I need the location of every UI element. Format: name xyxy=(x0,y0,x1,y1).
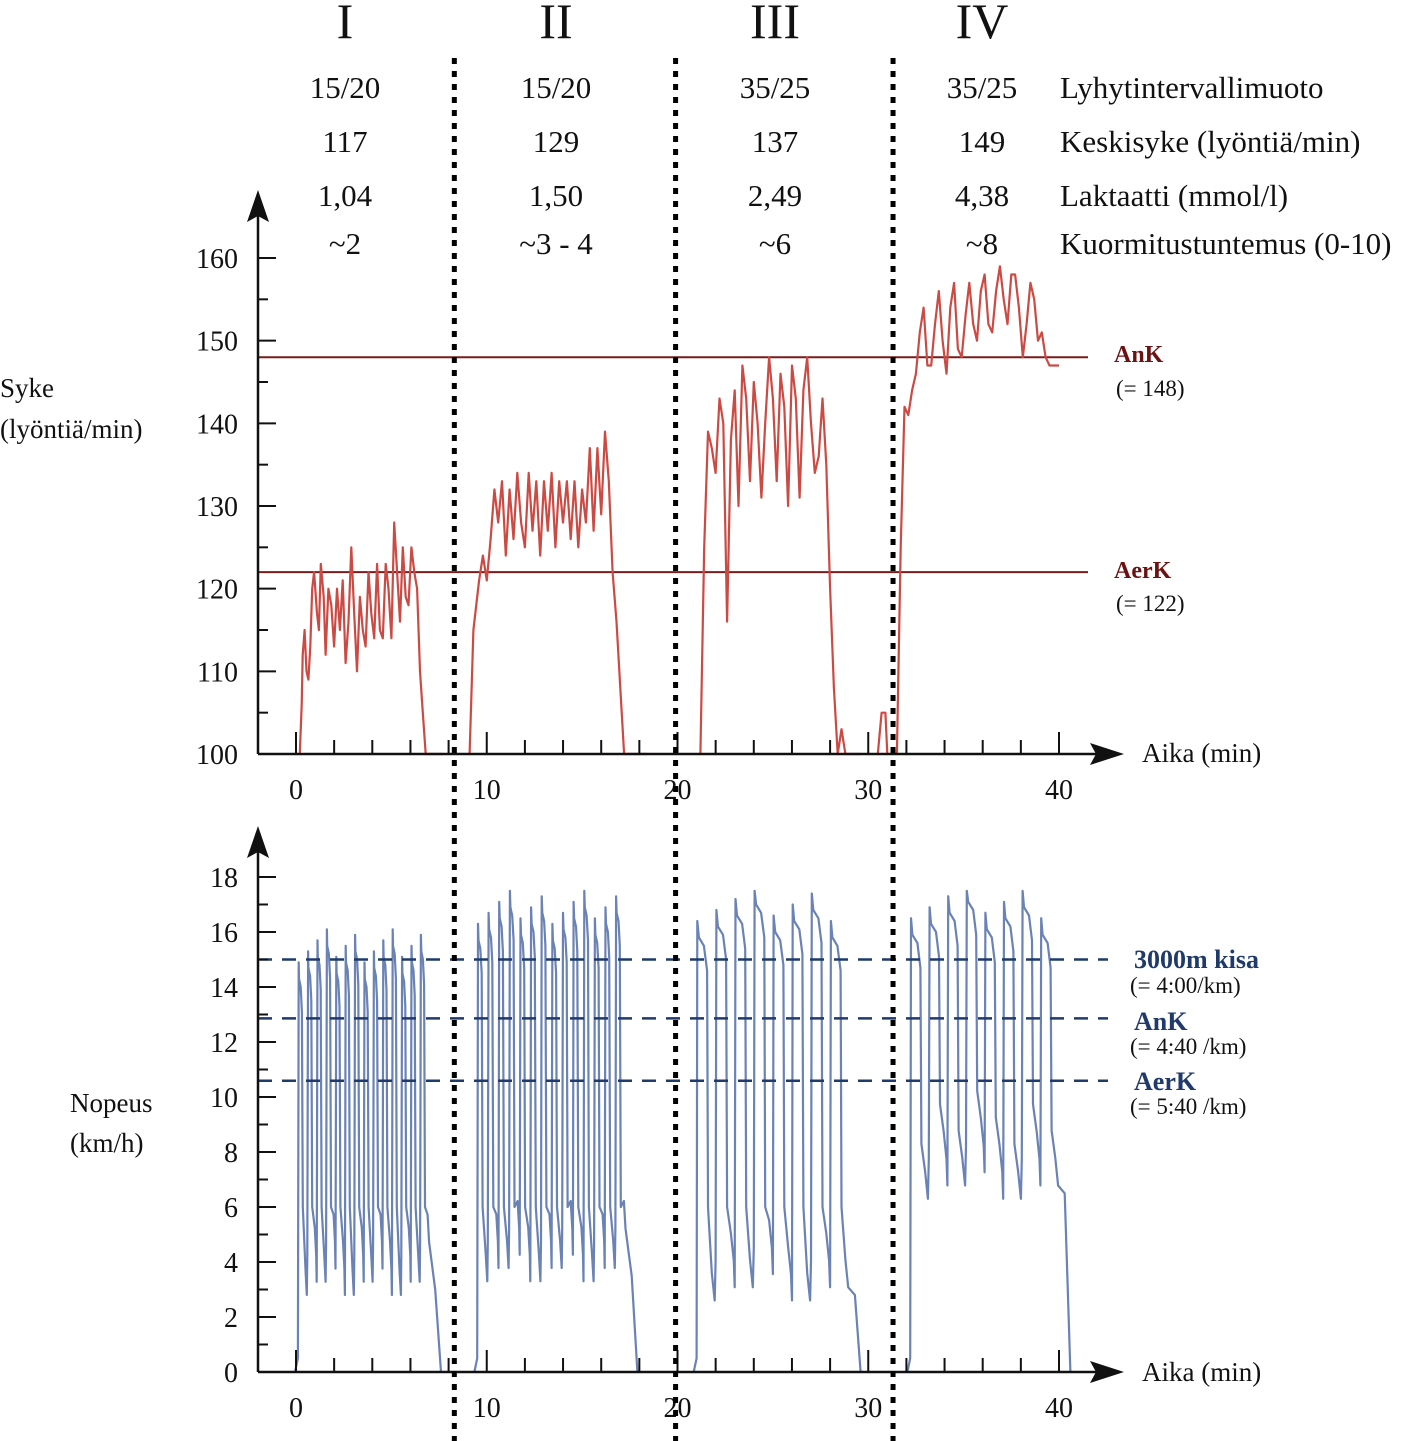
speed-ref-label-1: 3000m kisa xyxy=(1134,945,1259,974)
speed-y-tick-label: 12 xyxy=(210,1028,238,1059)
hr-x-tick-label: 40 xyxy=(1045,775,1073,806)
section-1-avg-hr: 117 xyxy=(322,124,367,159)
hr-y-tick-label: 100 xyxy=(196,740,238,771)
row-label-lactate: Laktaatti (mmol/l) xyxy=(1060,178,1288,213)
speed-line-section-i xyxy=(293,928,443,1373)
hr-series xyxy=(298,265,1059,756)
hr-reference-lines: AnK (= 148) AerK (= 122) xyxy=(258,342,1185,616)
speed-x-tick-label: 0 xyxy=(289,1393,303,1424)
section-2-interval: 15/20 xyxy=(521,70,592,105)
speed-line-section-iii xyxy=(692,889,862,1373)
row-label-rpe: Kuormitustuntemus (0-10) xyxy=(1060,226,1392,261)
speed-y-axis-arrow-icon xyxy=(247,826,269,858)
section-3-lactate: 2,49 xyxy=(748,178,802,213)
hr-y-tick-label: 120 xyxy=(196,575,238,606)
section-4-avg-hr: 149 xyxy=(959,124,1006,159)
hr-ref-label-ank: AnK xyxy=(1114,342,1164,368)
section-1-rpe: ~2 xyxy=(329,226,361,261)
speed-y-tick-label: 6 xyxy=(224,1193,238,1224)
section-2-avg-hr: 129 xyxy=(533,124,580,159)
section-roman-1: I xyxy=(337,0,354,49)
speed-ylabel-line1: Nopeus xyxy=(70,1088,153,1118)
hr-axes: 100110120130140150160010203040 xyxy=(196,190,1124,806)
section-3-interval: 35/25 xyxy=(740,70,811,105)
hr-line-segment-4 xyxy=(876,711,889,755)
speed-reference-lines: 3000m kisa(= 4:00/km) AnK(= 4:40 /km) AerK… xyxy=(258,945,1259,1119)
hr-line-segment-3 xyxy=(699,356,861,756)
heart-rate-chart: AnK(= 148)AerK(= 122) 100110120130140150… xyxy=(0,190,1261,806)
hr-ref-label-aerk: AerK xyxy=(1114,558,1172,584)
speed-y-tick-label: 18 xyxy=(210,863,238,894)
section-4-lactate: 4,38 xyxy=(955,178,1009,213)
speed-line-section-ii xyxy=(473,889,639,1373)
speed-y-tick-label: 14 xyxy=(210,973,238,1004)
hr-ylabel-line1: Syke xyxy=(0,373,54,403)
hr-y-axis-arrow-icon xyxy=(247,190,269,222)
section-roman-3: III xyxy=(750,0,800,49)
speed-x-tick-label: 40 xyxy=(1045,1393,1073,1424)
hr-y-tick-label: 150 xyxy=(196,327,238,358)
hr-x-axis-arrow-icon xyxy=(1090,743,1124,765)
hr-line-segment-5 xyxy=(895,265,1059,755)
hr-line-segment-2 xyxy=(468,430,647,756)
hr-y-tick-label: 130 xyxy=(196,492,238,523)
hr-ylabel-line2: (lyöntiä/min) xyxy=(0,414,142,444)
section-3-rpe: ~6 xyxy=(759,226,791,261)
hr-y-tick-label: 110 xyxy=(197,657,238,688)
speed-ref-sublabel-3: (= 5:40 /km) xyxy=(1130,1094,1246,1119)
speed-line-section-iv xyxy=(906,889,1072,1373)
section-1-interval: 15/20 xyxy=(310,70,381,105)
section-1-lactate: 1,04 xyxy=(318,178,373,213)
hr-ref-sublabel-aerk: (= 122) xyxy=(1116,591,1185,616)
hr-ref-sublabel-ank: (= 148) xyxy=(1116,376,1185,401)
section-separators xyxy=(451,58,896,1441)
speed-ref-label-3: AerK xyxy=(1134,1067,1197,1096)
speed-ylabel-line2: (km/h) xyxy=(70,1128,144,1158)
section-header: I 15/20 117 1,04 ~2 II 15/20 129 1,50 ~3 - 4 III 35… xyxy=(310,0,1392,261)
hr-xlabel: Aika (min) xyxy=(1142,738,1261,768)
speed-chart: 3000m kisa(= 4:00/km) AnK(= 4:40 /km) AerK… xyxy=(70,826,1261,1424)
hr-x-tick-label: 30 xyxy=(854,775,882,806)
hr-y-tick-label: 140 xyxy=(196,409,238,440)
section-roman-2: II xyxy=(539,0,572,49)
section-2-lactate: 1,50 xyxy=(529,178,583,213)
speed-series xyxy=(293,889,1072,1373)
speed-ref-sublabel-2: (= 4:40 /km) xyxy=(1130,1034,1246,1059)
speed-y-tick-label: 2 xyxy=(224,1303,238,1334)
row-label-avg-hr: Keskisyke (lyöntiä/min) xyxy=(1060,124,1360,159)
hr-y-tick-label: 160 xyxy=(196,244,238,275)
section-4-rpe: ~8 xyxy=(966,226,998,261)
speed-x-tick-label: 10 xyxy=(473,1393,501,1424)
speed-x-axis-arrow-icon xyxy=(1090,1361,1124,1383)
speed-ref-sublabel-1: (= 4:00/km) xyxy=(1130,973,1241,998)
speed-y-tick-label: 8 xyxy=(224,1138,238,1169)
row-label-interval: Lyhytintervallimuoto xyxy=(1060,70,1323,105)
section-4-interval: 35/25 xyxy=(947,70,1018,105)
speed-y-tick-label: 0 xyxy=(224,1358,238,1389)
hr-x-tick-label: 0 xyxy=(289,775,303,806)
speed-x-tick-label: 30 xyxy=(854,1393,882,1424)
speed-y-tick-label: 4 xyxy=(224,1248,238,1279)
speed-y-tick-label: 10 xyxy=(210,1083,238,1114)
section-roman-4: IV xyxy=(956,0,1009,49)
section-3-avg-hr: 137 xyxy=(752,124,799,159)
hr-line-segment-1 xyxy=(298,521,443,756)
section-2-rpe: ~3 - 4 xyxy=(519,226,593,261)
speed-ref-label-2: AnK xyxy=(1134,1007,1188,1036)
speed-y-tick-label: 16 xyxy=(210,918,238,949)
hr-x-tick-label: 10 xyxy=(473,775,501,806)
speed-xlabel: Aika (min) xyxy=(1142,1357,1261,1387)
